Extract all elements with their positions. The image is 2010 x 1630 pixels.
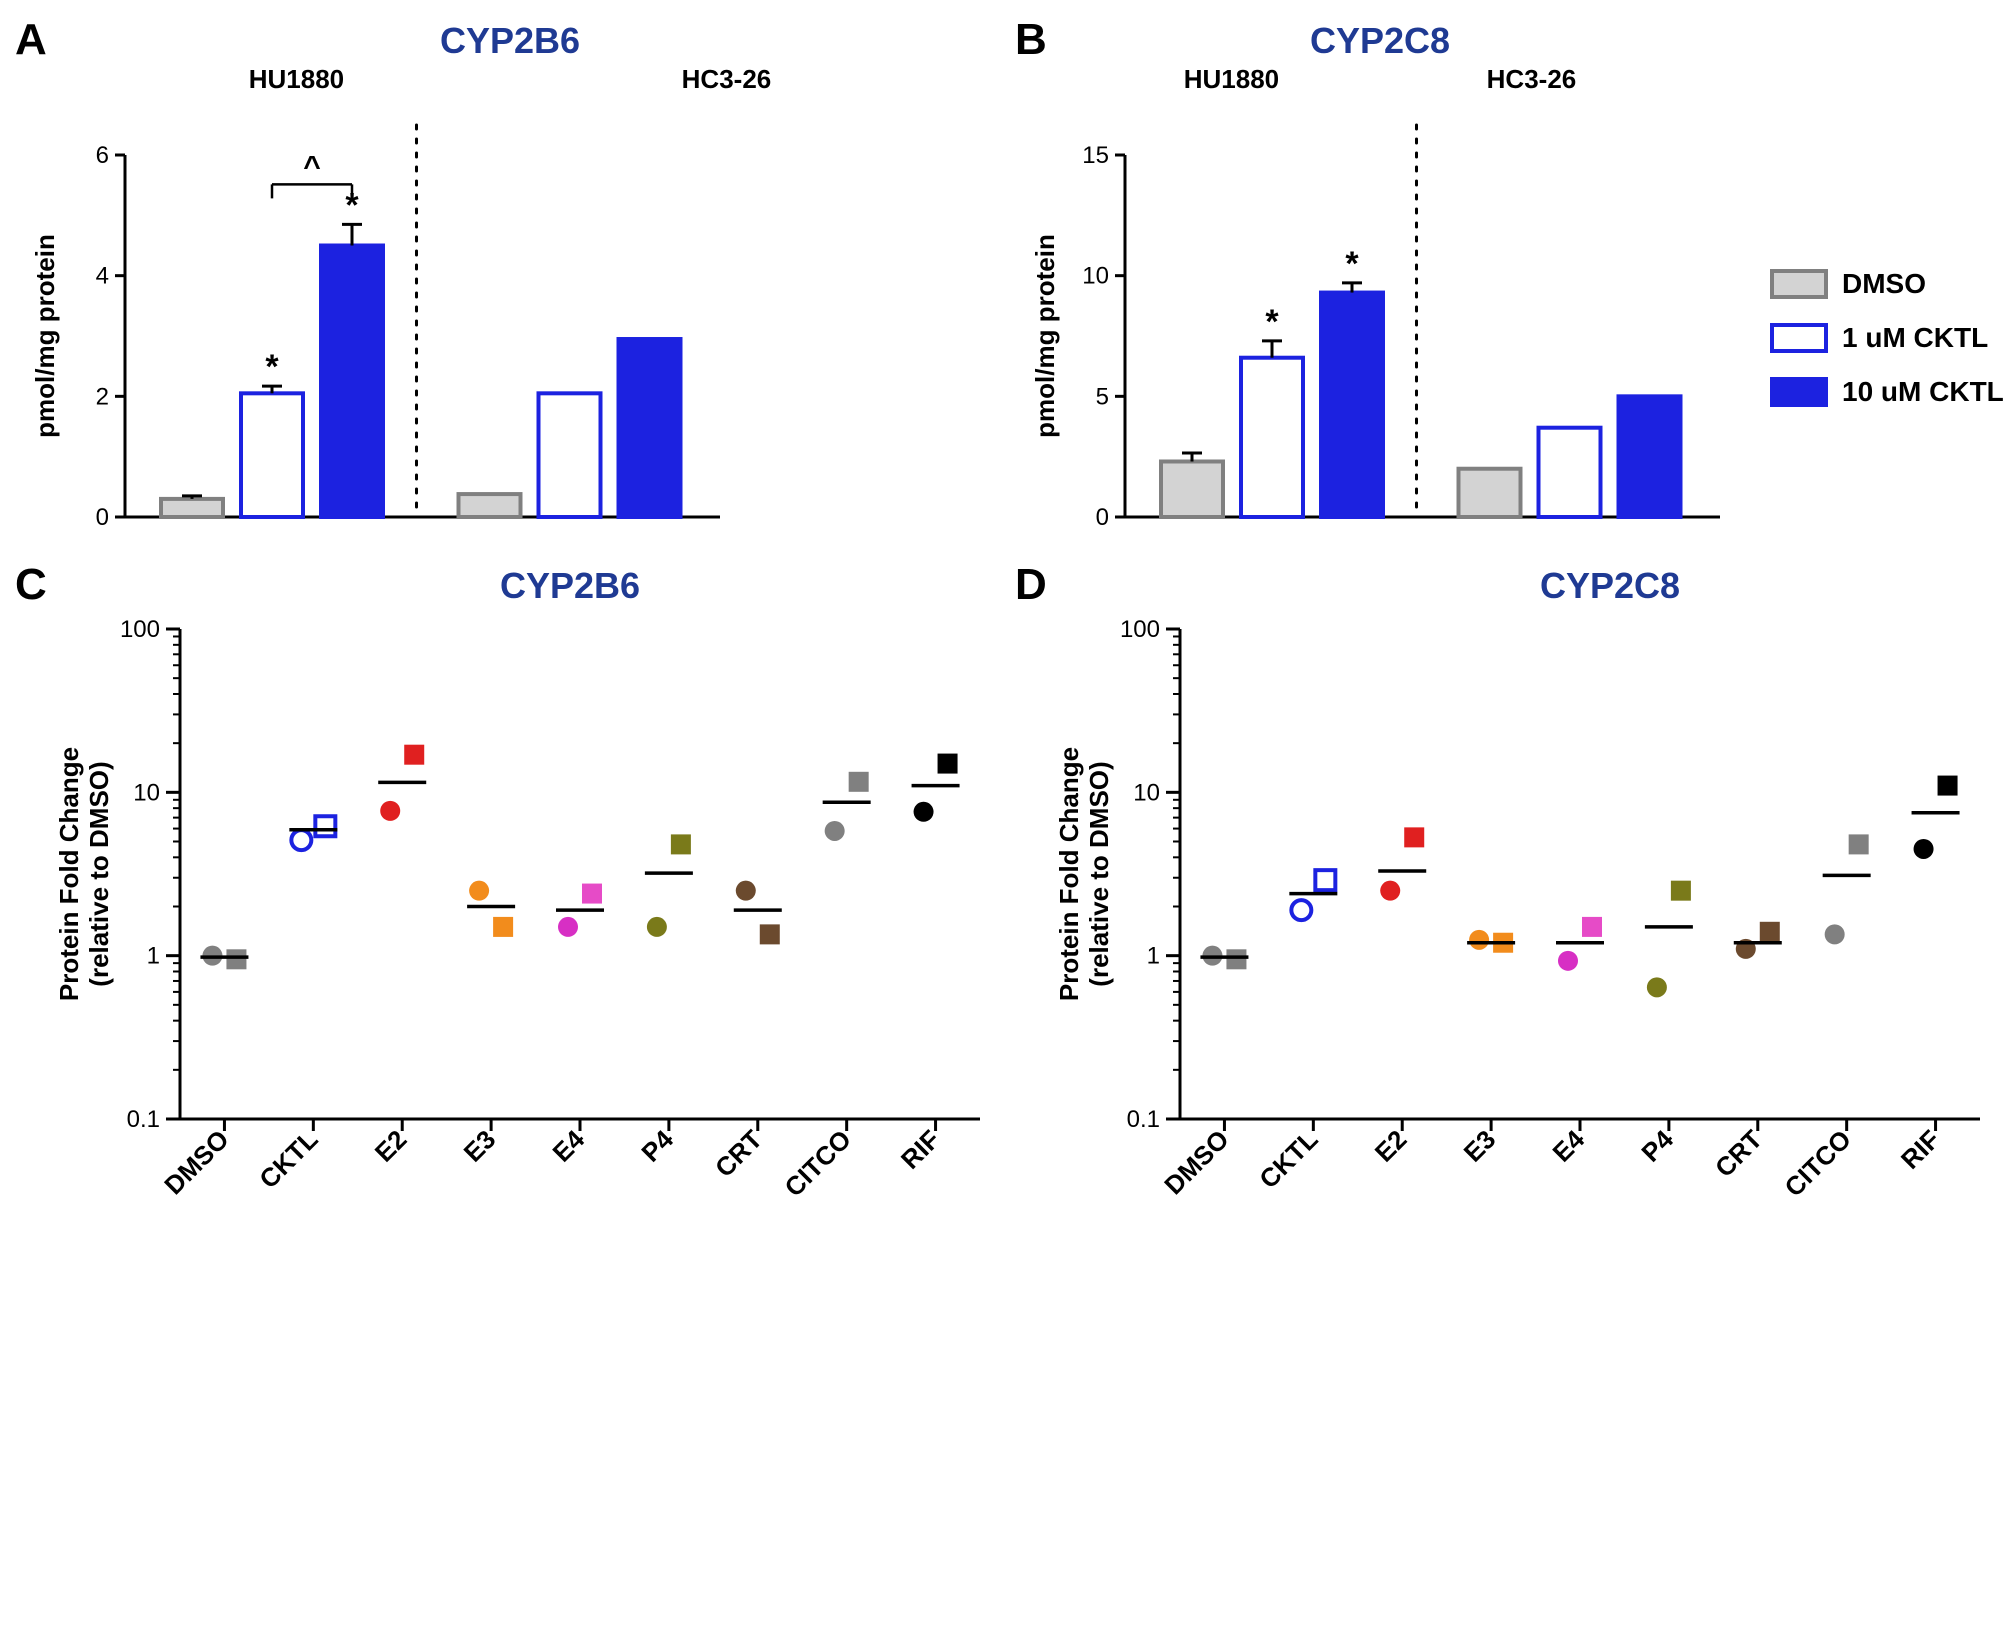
bar-chart-a: 0246pmol/mg protein**^ [20, 105, 740, 535]
svg-text:CRT: CRT [1709, 1124, 1768, 1183]
svg-text:CITCO: CITCO [1778, 1124, 1856, 1202]
svg-text:0: 0 [1096, 504, 1109, 531]
legend: DMSO 1 uM CKTL 10 uM CKTL [1760, 20, 2010, 535]
svg-text:CKTL: CKTL [253, 1124, 323, 1194]
sub-a-right: HC3-26 [682, 64, 772, 95]
svg-text:*: * [265, 348, 279, 386]
legend-cktl1-label: 1 uM CKTL [1842, 322, 1988, 354]
svg-text:100: 100 [1120, 616, 1160, 643]
sub-a-left: HU1880 [249, 64, 344, 95]
panel-label-c: C [15, 560, 47, 610]
svg-text:10: 10 [1133, 779, 1160, 806]
svg-text:Protein Fold Change: Protein Fold Change [1054, 747, 1084, 1001]
svg-text:0.1: 0.1 [127, 1106, 160, 1133]
svg-text:100: 100 [120, 616, 160, 643]
legend-cktl1: 1 uM CKTL [1770, 322, 2010, 354]
svg-text:(relative to DMSO): (relative to DMSO) [84, 761, 114, 986]
legend-dmso: DMSO [1770, 268, 2010, 300]
scatter-chart-d: 0.1 1 10 100 Protein Fold Change(relative to… [1020, 609, 2000, 1269]
svg-text:E3: E3 [1458, 1124, 1502, 1168]
svg-text:10: 10 [133, 779, 160, 806]
svg-text:(relative to DMSO): (relative to DMSO) [1084, 761, 1114, 986]
svg-text:Protein Fold Change: Protein Fold Change [54, 747, 84, 1001]
legend-dmso-label: DMSO [1842, 268, 1926, 300]
svg-text:CRT: CRT [709, 1124, 768, 1183]
legend-cktl10: 10 uM CKTL [1770, 376, 2010, 408]
legend-cktl10-label: 10 uM CKTL [1842, 376, 2004, 408]
svg-text:*: * [1265, 303, 1279, 341]
swatch-cktl10 [1770, 377, 1828, 407]
panel-a: A CYP2B6 HU1880 HC3-26 0246pmol/mg prote… [20, 20, 1000, 535]
svg-text:pmol/mg protein: pmol/mg protein [1030, 234, 1060, 438]
title-b: CYP2C8 [1020, 20, 1740, 62]
subtitle-a: HU1880 HC3-26 [20, 64, 1000, 95]
svg-text:P4: P4 [1635, 1124, 1679, 1168]
svg-text:RIF: RIF [1895, 1124, 1946, 1175]
svg-text:1: 1 [147, 943, 160, 970]
panel-label-b: B [1015, 15, 1047, 65]
svg-text:CKTL: CKTL [1253, 1124, 1323, 1194]
svg-text:1: 1 [1147, 943, 1160, 970]
svg-text:E4: E4 [547, 1124, 591, 1168]
panel-label-a: A [15, 15, 47, 65]
title-c: CYP2B6 [20, 565, 1000, 607]
svg-text:pmol/mg protein: pmol/mg protein [30, 234, 60, 438]
bar-chart-b: 0 5 10 15 pmol/mg protein * * [1020, 105, 1740, 535]
subtitle-b: HU1880 HC3-26 [1020, 64, 1740, 95]
svg-text:DMSO: DMSO [1158, 1124, 1234, 1200]
svg-text:0: 0 [96, 504, 109, 531]
svg-text:10: 10 [1082, 263, 1109, 290]
panel-label-d: D [1015, 560, 1047, 610]
sub-b-left: HU1880 [1184, 64, 1279, 95]
swatch-cktl1 [1770, 323, 1828, 353]
svg-text:P4: P4 [635, 1124, 679, 1168]
svg-text:E2: E2 [369, 1124, 413, 1168]
panel-c: C CYP2B6 0.1110100Protein Fold Change(re… [20, 565, 1000, 1269]
title-a: CYP2B6 [20, 20, 1000, 62]
sub-b-right: HC3-26 [1487, 64, 1577, 95]
svg-text:RIF: RIF [895, 1124, 946, 1175]
svg-text:E2: E2 [1369, 1124, 1413, 1168]
svg-text:DMSO: DMSO [158, 1124, 234, 1200]
svg-text:0.1: 0.1 [1127, 1106, 1160, 1133]
svg-text:CITCO: CITCO [778, 1124, 856, 1202]
panel-d: D CYP2C8 0.1110100Protein Fold Change(re… [1020, 565, 2010, 1269]
panel-b: B CYP2C8 HU1880 HC3-26 051015pmol/mg pro… [1020, 20, 1740, 535]
title-d: CYP2C8 [1020, 565, 2010, 607]
svg-text:6: 6 [96, 142, 109, 169]
svg-text:4: 4 [96, 263, 109, 290]
svg-text:15: 15 [1082, 142, 1109, 169]
svg-text:*: * [1345, 245, 1359, 283]
svg-text:^: ^ [303, 150, 321, 183]
svg-text:5: 5 [1096, 383, 1109, 410]
swatch-dmso [1770, 269, 1828, 299]
svg-text:E4: E4 [1547, 1124, 1591, 1168]
scatter-chart-c: 0.1 1 10 100 Protein Fold Change(relative to… [20, 609, 1000, 1269]
svg-text:E3: E3 [458, 1124, 502, 1168]
svg-text:2: 2 [96, 383, 109, 410]
